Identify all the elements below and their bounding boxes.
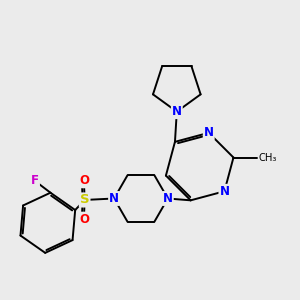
- Text: O: O: [79, 174, 89, 187]
- Text: N: N: [109, 192, 119, 205]
- Text: N: N: [172, 105, 182, 118]
- Text: N: N: [204, 126, 214, 139]
- Text: F: F: [31, 174, 39, 188]
- Text: S: S: [80, 194, 89, 206]
- Text: O: O: [79, 213, 89, 226]
- Text: CH₃: CH₃: [258, 152, 277, 163]
- Text: N: N: [163, 192, 173, 205]
- Text: N: N: [219, 185, 230, 198]
